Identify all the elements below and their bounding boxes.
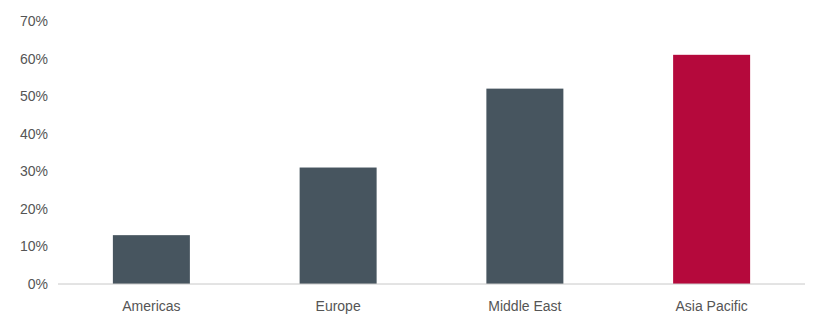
bar: [300, 168, 377, 284]
y-tick-label: 50%: [20, 88, 48, 104]
y-tick-label: 60%: [20, 51, 48, 67]
x-tick-label: Americas: [122, 298, 180, 314]
chart: 0% 10% 20% 30% 40% 50% 60% 70% Americas Europe Mid…: [0, 0, 820, 331]
x-tick-label: Europe: [316, 298, 361, 314]
x-tick-label: Middle East: [488, 298, 561, 314]
bar: [486, 89, 563, 284]
y-tick-label: 30%: [20, 163, 48, 179]
x-axis-line: [58, 284, 805, 285]
bar: [673, 55, 750, 284]
y-tick-label: 20%: [20, 201, 48, 217]
x-tick-label: Asia Pacific: [675, 298, 747, 314]
y-tick-label: 40%: [20, 126, 48, 142]
y-tick-label: 0%: [28, 276, 48, 292]
y-tick-label: 10%: [20, 238, 48, 254]
bar: [113, 235, 190, 284]
y-tick-label: 70%: [20, 13, 48, 29]
